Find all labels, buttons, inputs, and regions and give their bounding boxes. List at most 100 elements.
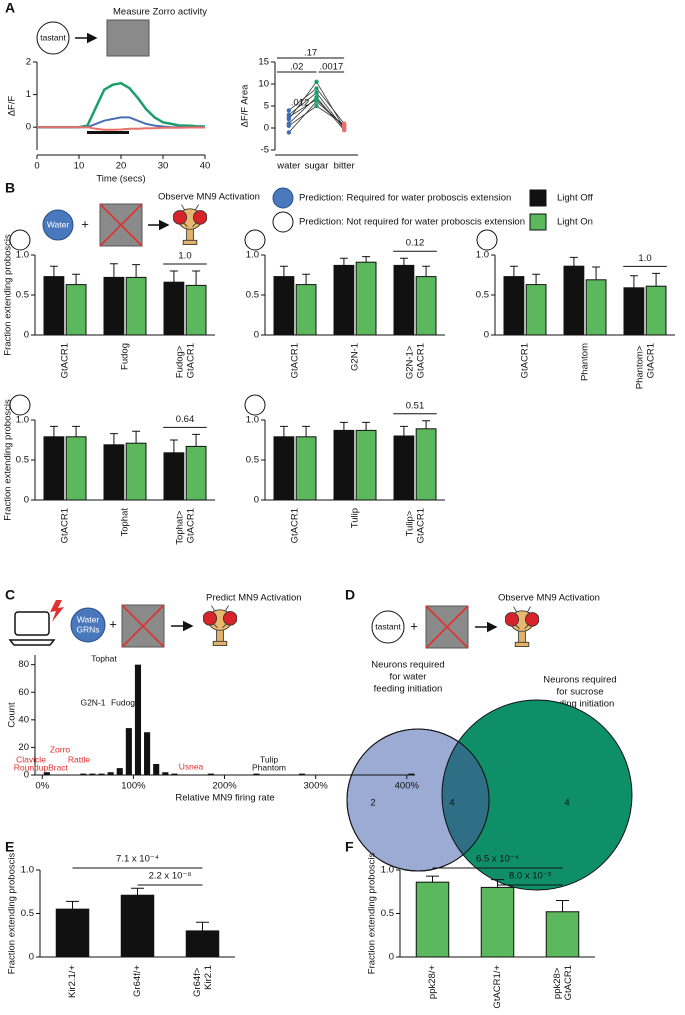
error-bar — [592, 266, 601, 280]
prediction-marker — [9, 394, 31, 416]
x-tick-label: Tophat> GtACR1 — [174, 508, 196, 545]
histogram-bar — [116, 768, 123, 775]
y-tick-label: -5 — [261, 145, 269, 156]
y-tick-label: 0.5 — [16, 290, 29, 301]
error-bar — [279, 425, 288, 437]
bar — [55, 908, 90, 958]
tastant-label: tastant — [40, 32, 66, 42]
key-label: Prediction: Required for water proboscis… — [299, 193, 511, 204]
water-grns-circle — [70, 607, 106, 643]
y-tick-label: 1.0 — [21, 865, 34, 876]
water-grns-label: GRNs — [76, 624, 99, 634]
fly-point — [341, 124, 347, 129]
x-tick-label: 200% — [212, 781, 237, 792]
trace — [37, 126, 205, 131]
tastant-circle — [371, 610, 405, 644]
tastant-label: tastant — [375, 621, 401, 631]
neuron-annotation: Bract — [48, 762, 68, 772]
cross — [121, 604, 165, 648]
y-tick-label: 5 — [264, 101, 269, 112]
p-value: 7.1 x 10⁻⁴ — [116, 854, 159, 865]
venn-set-label: for water — [390, 672, 427, 683]
bar — [120, 894, 155, 958]
bar — [525, 284, 547, 336]
p-value: 1.0 — [638, 253, 651, 264]
error-bar — [532, 273, 541, 285]
x-axis-label: Relative MN9 firing rate — [175, 793, 274, 804]
p-value: 0.51 — [406, 400, 425, 411]
y-tick-label: 0 — [24, 330, 29, 341]
x-tick-label: 20 — [116, 161, 127, 172]
y-tick-label: 0.5 — [246, 455, 259, 466]
stimulus-bar — [87, 131, 129, 134]
fly-point — [314, 103, 319, 109]
p-value: 2.2 x 10⁻⁸ — [149, 871, 192, 882]
histogram-bar — [98, 773, 105, 775]
error-bar — [192, 433, 201, 447]
legend-swatch — [529, 213, 547, 231]
histogram-bar — [107, 772, 114, 775]
key-label: Prediction: Not required for water probo… — [299, 217, 525, 228]
error-bar — [109, 433, 118, 445]
y-tick-label: 0.5 — [381, 908, 394, 919]
bar — [125, 276, 147, 336]
y-tick-label: 1.0 — [246, 250, 259, 261]
bar — [415, 881, 450, 958]
bar — [163, 452, 185, 501]
y-tick-label: 2 — [26, 57, 31, 68]
error-bar — [192, 270, 201, 286]
fly-head — [203, 605, 237, 646]
y-tick-label: 1.0 — [246, 415, 259, 426]
histogram-bar — [134, 664, 142, 775]
y-tick-label: 0 — [29, 952, 34, 963]
error-bar — [399, 425, 408, 436]
panel-label: F — [345, 839, 354, 855]
y-tick-label: 80 — [18, 659, 29, 670]
histogram-bar — [298, 773, 306, 775]
neuron-annotation: Tulip — [260, 754, 278, 764]
bar — [503, 276, 525, 336]
error-bar — [422, 420, 431, 429]
p-value: 0.12 — [406, 238, 425, 249]
x-tick-label: GtACR1 — [290, 508, 301, 543]
error-bar — [569, 256, 578, 267]
bar — [393, 264, 415, 336]
venn-set-label: feeding initiation — [374, 684, 443, 695]
error-bar — [49, 425, 58, 437]
lightning — [50, 600, 64, 622]
panel-label: C — [5, 587, 15, 603]
y-tick-label: 0.5 — [16, 455, 29, 466]
fly-point — [286, 114, 292, 120]
histogram-bar — [153, 763, 160, 775]
panel-label: B — [5, 180, 15, 196]
venn-count: 4 — [564, 798, 569, 809]
error-bar — [629, 275, 638, 288]
y-tick-label: 1 — [26, 89, 31, 100]
x-tick-label: GtACR1 — [290, 343, 301, 378]
x-tick-label: sugar — [305, 161, 329, 172]
x-tick-label: GtACR1 — [60, 343, 71, 378]
x-tick-label: G2N-1 — [350, 343, 361, 371]
cross — [425, 605, 469, 649]
fly-point — [286, 123, 292, 128]
y-tick-label: 1.0 — [381, 865, 394, 876]
fly-head — [173, 204, 207, 245]
x-tick-label: Fudog> GtACR1 — [174, 343, 196, 378]
fly-point — [286, 130, 292, 135]
y-tick-label: 0 — [254, 330, 259, 341]
error-bar — [339, 257, 348, 266]
computer — [14, 611, 50, 636]
histogram-bar — [89, 773, 96, 775]
error-bar — [652, 272, 661, 287]
water-grns-label: Water — [77, 614, 100, 624]
venn-count: 2 — [370, 798, 375, 809]
histogram-bar — [408, 773, 415, 775]
p-value: .02 — [290, 62, 303, 73]
bar — [163, 281, 185, 336]
x-tick-label: 10 — [74, 161, 85, 172]
p-value: 1.0 — [178, 251, 191, 262]
bar — [103, 444, 125, 501]
y-tick-label: 0 — [389, 952, 394, 963]
x-tick-label: GtACR1 — [60, 508, 71, 543]
venn-outline — [346, 728, 490, 872]
